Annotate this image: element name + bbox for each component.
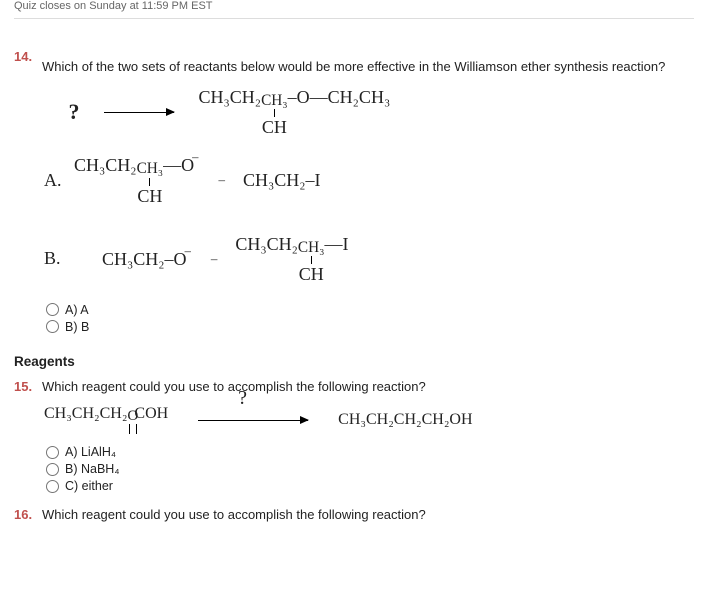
label-a: A. xyxy=(44,170,74,191)
radio-a[interactable] xyxy=(46,446,59,459)
branch-ch: CH xyxy=(137,187,162,205)
question-number: 15. xyxy=(14,379,34,394)
question-14: 14. Which of the two sets of reactants b… xyxy=(14,49,694,74)
b-left-reagent: CH₃CH₂–O– xyxy=(102,250,193,268)
branch-ch3: CH₃ xyxy=(261,93,288,108)
quiz-close-line: Quiz closes on Sunday at 11:59 PM EST xyxy=(14,0,694,18)
frag-text: —I xyxy=(325,234,349,254)
frag-text: COH xyxy=(134,405,168,422)
question-text: Which reagent could you use to accomplis… xyxy=(42,379,426,394)
ch-branch: CH₃ CH xyxy=(298,240,325,283)
option-label: B) NaBH₄ xyxy=(65,462,119,476)
option-label: C) either xyxy=(65,479,113,493)
branch-ch: CH xyxy=(262,118,287,136)
frag-right: –O—CH₂CH₃ xyxy=(288,87,391,107)
question-number: 14. xyxy=(14,49,34,64)
question-16: 16. Which reagent could you use to accom… xyxy=(14,507,694,522)
option-a-row: A. CH₃CH₂CH₃CH—O– – CH₃CH₂–I xyxy=(44,156,694,204)
q15-option-a[interactable]: A) LiAlH₄ xyxy=(46,445,694,459)
option-label: B) B xyxy=(65,320,89,334)
radio-a[interactable] xyxy=(46,303,59,316)
q15-reactant: CH₃CH₂CH₂O.COH xyxy=(44,406,168,435)
separator: – xyxy=(218,172,225,188)
q15-option-b[interactable]: B) NaBH₄ xyxy=(46,462,694,476)
ch-branch: CH₃ CH xyxy=(261,93,288,136)
frag-text: CH₃CH₂ xyxy=(235,234,298,254)
frag-text: CH₃CH₂–O xyxy=(102,249,187,269)
negative-charge: – xyxy=(185,244,191,258)
q15-reaction: CH₃CH₂CH₂O.COH ? CH₃CH₂CH₂CH₂OH xyxy=(44,406,694,435)
frag-text: CH₃CH₂CH₂ xyxy=(44,405,127,422)
branch-ch: CH xyxy=(299,265,324,283)
radio-c[interactable] xyxy=(46,480,59,493)
option-label: A) A xyxy=(65,303,89,317)
q15-option-c[interactable]: C) either xyxy=(46,479,694,493)
q14-options: A) A B) B xyxy=(46,303,694,334)
question-15: 15. Which reagent could you use to accom… xyxy=(14,379,694,394)
branch-ch3: CH₃ xyxy=(137,161,164,176)
a-left-reagent: CH₃CH₂CH₃CH—O– xyxy=(74,156,200,204)
reaction-arrow xyxy=(198,420,308,421)
frag-text: CH₃CH₂ xyxy=(74,155,137,175)
product-formula: CH₃CH₂CH₃ CH–O—CH₂CH₃ xyxy=(199,88,391,136)
question-mark: ? xyxy=(69,101,80,123)
q15-options: A) LiAlH₄ B) NaBH₄ C) either xyxy=(46,445,694,493)
q14-product-reaction: ? CH₃CH₂CH₃ CH–O—CH₂CH₃ xyxy=(44,88,694,136)
question-mark: ? xyxy=(238,387,247,410)
frag-left: CH₃CH₂ xyxy=(199,87,262,107)
label-b: B. xyxy=(44,248,74,269)
q15-product: CH₃CH₂CH₂CH₂OH xyxy=(338,412,472,428)
a-right-reagent: CH₃CH₂–I xyxy=(243,171,321,189)
frag-text: —O xyxy=(163,155,194,175)
question-text: Which reagent could you use to accomplis… xyxy=(42,507,426,522)
negative-charge: – xyxy=(192,150,198,164)
radio-b[interactable] xyxy=(46,320,59,333)
branch-ch3: CH₃ xyxy=(298,240,325,255)
arrow-container: ? xyxy=(198,411,308,429)
radio-b[interactable] xyxy=(46,463,59,476)
ch-branch: CH₃ CH xyxy=(137,161,164,204)
option-label: A) LiAlH₄ xyxy=(65,445,116,459)
reaction-arrow xyxy=(104,112,174,113)
option-b-row: B. CH₃CH₂–O– – CH₃CH₂CH₃CH—I xyxy=(44,235,694,283)
q14-option-a[interactable]: A) A xyxy=(46,303,694,317)
separator: – xyxy=(211,251,218,267)
question-text: Which of the two sets of reactants below… xyxy=(42,49,665,74)
q14-option-b[interactable]: B) B xyxy=(46,320,694,334)
reagents-heading: Reagents xyxy=(14,354,694,369)
question-number: 16. xyxy=(14,507,34,522)
header-divider xyxy=(14,18,694,19)
b-right-reagent: CH₃CH₂CH₃ CH—I xyxy=(235,235,348,283)
